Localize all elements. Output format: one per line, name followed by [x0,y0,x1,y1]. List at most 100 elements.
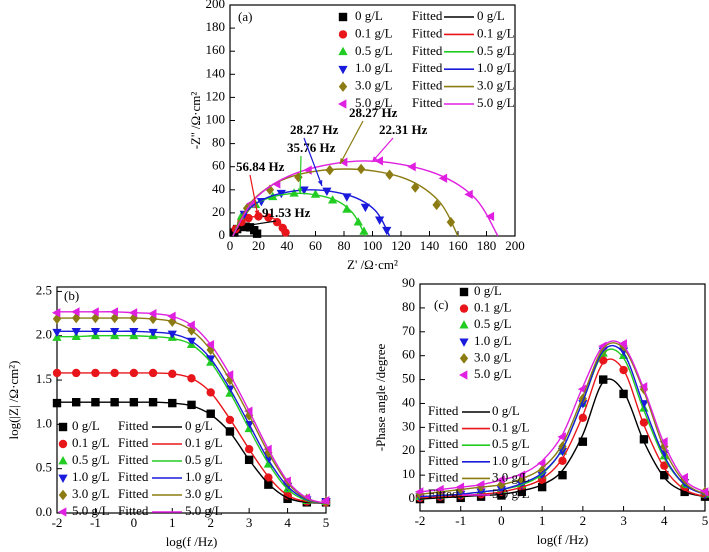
data-point [206,409,215,418]
data-point [619,389,628,399]
legend-marker [338,65,348,75]
data-point [476,488,486,497]
arrow-head [372,156,378,162]
data-point [496,486,507,495]
plot-frame [419,283,706,512]
x-tick-label: 3 [620,513,627,528]
x-tick-label: 5 [702,513,709,528]
annotation-arrow [299,155,302,195]
legend-label: 0.5 g/L [185,452,223,467]
data-point [578,437,588,446]
x-axis-label: log(f /Hz) [166,534,218,549]
legend-fitted-label: Fitted [412,25,443,40]
x-tick-label: 4 [284,515,291,530]
y-tick-label: 0 [409,490,416,505]
data-point [322,187,332,196]
x-tick-label: -2 [415,513,426,528]
y-tick-label: 180 [206,19,226,34]
data-point [90,327,101,337]
data-point [360,203,370,213]
x-tick-label: 2 [580,513,587,528]
x-tick-label: 160 [448,238,468,253]
x-tick-label: 200 [505,238,525,253]
annotation: 56.84 Hz [236,159,285,174]
x-tick-label: -2 [52,515,63,530]
legend-fitted-label: Fitted [428,486,459,501]
x-tick-label: 1 [539,513,546,528]
x-tick-label: 2 [207,515,214,530]
legend-label: 1.0 g/L [355,60,393,75]
y-tick-label: 20 [212,204,225,219]
legend-label: 0.5 g/L [474,316,512,331]
legend-label: 3.0 g/L [474,349,512,364]
legend-marker [58,439,68,449]
data-point [517,487,526,497]
y-tick-label: 0.5 [36,460,52,475]
y-tick-label: 90 [402,275,415,290]
annotation: 28.27 Hz [349,105,398,120]
data-point [558,456,567,466]
y-tick-label: 30 [402,418,415,433]
legend-marker [459,287,469,297]
data-point [438,173,448,183]
data-point [485,211,495,221]
data-point [167,330,177,340]
x-tick-label: 60 [309,238,322,253]
data-point [660,470,669,480]
legend-fitted-label: Fitted [412,78,443,93]
y-tick-label: 1.0 [36,415,52,430]
x-axis-label: log(f /Hz) [537,532,589,547]
x-tick-label: 40 [281,238,294,253]
annotation: 35.76 Hz [287,140,336,155]
arrow-head [297,188,303,194]
y-tick-label: 0 [219,227,226,242]
legend-marker [58,489,68,501]
legend-fitted-label: Fitted [118,503,149,518]
legend-label: 0 g/L [185,418,213,433]
legend-label: 5.0 g/L [72,503,110,518]
legend-fitted-label: Fitted [428,420,459,435]
y-tick-label: 100 [206,111,226,126]
annotation: 91.53 Hz [262,205,311,220]
legend-marker [58,474,68,484]
fit-line [57,317,327,504]
legend-label: 0 g/L [477,8,505,23]
y-tick-label: 60 [212,158,225,173]
x-tick-label: 180 [477,238,497,253]
data-point [432,199,441,211]
y-tick-label: 50 [402,371,415,386]
legend-label: 5.0 g/L [185,503,223,518]
panel-label: (a) [238,9,252,24]
legend-fitted-label: Fitted [118,486,149,501]
x-tick-label: 20 [252,238,265,253]
y-tick-label: 2.5 [36,282,52,297]
legend-label: 0 g/L [72,418,100,433]
y-tick-label: 60 [402,347,415,362]
legend-label: 0.5 g/L [355,43,393,58]
data-point [129,327,139,337]
x-tick-label: 4 [661,513,668,528]
y-tick-label: 40 [212,181,225,196]
legend-label: 5.0 g/L [474,366,512,381]
data-point [187,400,196,410]
legend-marker [337,99,347,109]
annotation-arrow [339,120,364,165]
legend-label: 3.0 g/L [355,78,393,93]
data-point [639,435,649,444]
data-point [660,441,669,452]
fit-line [419,344,706,498]
fit-line [57,372,327,504]
legend-marker [338,46,348,56]
annotation-arrow [303,137,323,187]
legend-label: 0.1 g/L [72,435,110,450]
x-tick-label: 0 [131,515,138,530]
legend-marker [58,422,68,432]
data-point [679,472,689,483]
legend-fitted-label: Fitted [428,436,459,451]
fit-line [232,168,459,237]
legend-fitted-label: Fitted [118,435,149,450]
annotation: 28.27 Hz [290,122,339,137]
legend-label: 1.0 g/L [185,469,223,484]
legend-label: 0.5 g/L [477,43,515,58]
